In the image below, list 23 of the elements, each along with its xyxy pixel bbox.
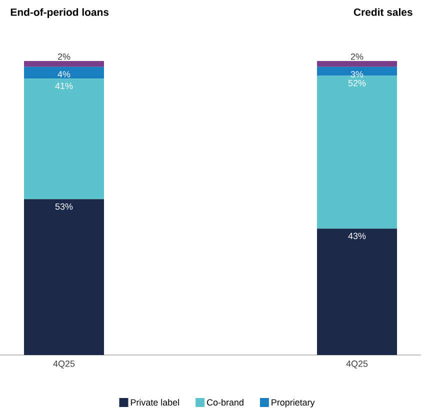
bar	[317, 60, 398, 67]
data-label: 52%	[348, 80, 366, 86]
bar	[317, 76, 398, 229]
x-tick-label: 4Q25	[53, 360, 75, 368]
legend-label: Proprietary	[272, 399, 315, 408]
bar	[24, 199, 104, 355]
x-tick-label: 4Q25	[346, 360, 368, 368]
data-label: 3%	[350, 71, 364, 78]
bar	[24, 66, 104, 79]
text: Credit sales	[354, 8, 412, 16]
data-label: 2%	[350, 53, 364, 60]
legend-label: Co-brand	[207, 399, 244, 406]
text: End-of-period loans	[10, 8, 109, 18]
data-label: 53%	[55, 203, 73, 210]
data-label: 4%	[58, 71, 70, 78]
bar	[317, 228, 398, 355]
data-label: 2%	[58, 53, 70, 60]
bar	[317, 66, 398, 76]
data-label: 41%	[55, 82, 73, 90]
bar	[24, 60, 104, 67]
legend-label: Private label	[130, 399, 179, 406]
data-label: 43%	[348, 232, 366, 240]
bar	[24, 78, 104, 200]
